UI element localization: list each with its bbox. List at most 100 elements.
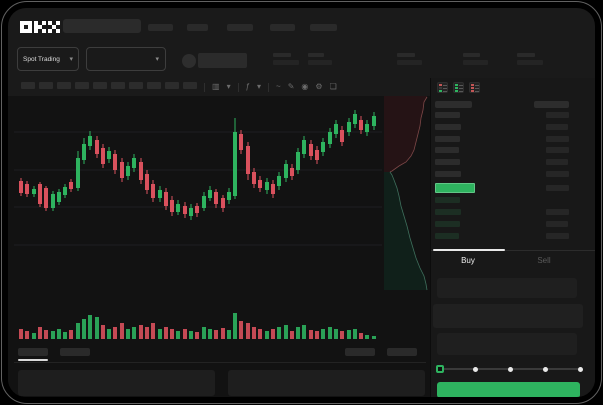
bid-row-amount[interactable] (546, 233, 569, 239)
book-mode-icons (431, 78, 595, 98)
price-field[interactable] (437, 278, 577, 298)
book-bids-icon[interactable] (453, 82, 464, 93)
icon-cell (439, 84, 442, 86)
volume-bar (145, 327, 149, 339)
volume-bar (76, 323, 80, 339)
nav-item[interactable] (227, 24, 253, 31)
nav-item[interactable] (187, 24, 208, 31)
candle-body (101, 148, 105, 164)
candle-body (258, 180, 262, 188)
pair-selector[interactable]: ▾ (86, 47, 166, 71)
ask-row-price[interactable] (435, 171, 461, 177)
line-tool-icon[interactable]: ~ (276, 82, 281, 91)
header-nav (8, 8, 595, 46)
slider-stop[interactable] (577, 366, 583, 372)
chart-bottom-tab-right[interactable] (345, 348, 375, 356)
slider-stop[interactable] (472, 366, 478, 372)
volume-bar (32, 333, 36, 339)
amount-slider[interactable] (431, 361, 595, 377)
last-price-bar[interactable] (435, 183, 475, 193)
fullscreen-icon[interactable]: ❏ (329, 82, 337, 91)
amount-field[interactable] (433, 304, 583, 328)
candle-body (32, 189, 36, 194)
slider-handle[interactable] (436, 365, 444, 373)
nav-item[interactable] (270, 24, 295, 31)
interval-button[interactable] (39, 82, 53, 89)
candle-chart[interactable] (14, 96, 382, 339)
nav-item[interactable] (310, 24, 337, 31)
volume-bar (334, 329, 338, 339)
volume-bar (126, 329, 130, 339)
ask-row-price[interactable] (435, 147, 459, 153)
icon-cell (471, 90, 474, 92)
depth-chart[interactable] (384, 96, 428, 339)
ask-row-price[interactable] (435, 112, 460, 118)
book-asks-icon[interactable] (469, 82, 480, 93)
chart-bottom-tab[interactable] (60, 348, 90, 356)
bid-row-price[interactable] (435, 209, 461, 215)
interval-button[interactable] (147, 82, 161, 89)
bid-row-price[interactable] (435, 197, 460, 203)
chevron-down-icon[interactable]: ▾ (226, 82, 231, 91)
ask-row-price[interactable] (435, 124, 461, 130)
pair-name-placeholder (198, 53, 247, 68)
chart-bottom-tab-right[interactable] (387, 348, 417, 356)
ask-row-amount[interactable] (546, 124, 568, 130)
volume-bar (151, 323, 155, 339)
total-field[interactable] (437, 333, 577, 355)
bid-row-amount[interactable] (546, 209, 569, 215)
stat-value-placeholder (397, 60, 422, 65)
nav-item[interactable] (148, 24, 173, 31)
candle-body (202, 196, 206, 208)
draw-tool-icon[interactable]: ✎ (287, 82, 295, 91)
candle-body (183, 206, 187, 214)
candle-body (57, 192, 61, 202)
candle-body (63, 187, 67, 195)
interval-button[interactable] (75, 82, 89, 89)
interval-button[interactable] (111, 82, 125, 89)
indicators-icon[interactable]: ƒ (245, 82, 251, 91)
book-all-icon[interactable] (437, 82, 448, 93)
ask-row-amount[interactable] (546, 159, 568, 165)
buy-button[interactable] (437, 382, 580, 397)
icon-dash (459, 84, 463, 86)
bid-row-price[interactable] (435, 221, 460, 227)
tab-buy[interactable]: Buy (461, 256, 475, 265)
tab-sell[interactable]: Sell (537, 256, 551, 265)
interval-button[interactable] (165, 82, 179, 89)
ask-row-amount[interactable] (546, 136, 569, 142)
ask-row-amount[interactable] (546, 171, 569, 177)
search-input[interactable] (63, 19, 141, 33)
bid-row-amount[interactable] (546, 221, 568, 227)
volume-bar (57, 329, 61, 339)
interval-button[interactable] (21, 82, 35, 89)
volume-bar (139, 325, 143, 339)
chart-settings-icon[interactable]: ⚙ (315, 82, 323, 91)
slider-stop[interactable] (507, 366, 513, 372)
slider-stop[interactable] (542, 366, 548, 372)
chart-area (8, 96, 430, 397)
ask-row-price[interactable] (435, 159, 460, 165)
bid-row-price[interactable] (435, 233, 459, 239)
asks-depth-line (389, 96, 428, 173)
chevron-down-icon[interactable]: ▾ (257, 82, 262, 91)
ask-row-price[interactable] (435, 136, 460, 142)
ask-row-amount[interactable] (546, 147, 569, 153)
candle-body (340, 130, 344, 142)
app-window: Spot Trading ▾ ▾ ▥ ▾ ƒ ▾ ~ ✎ ◉ ⚙ ❏ (8, 8, 595, 397)
last-price-amount (546, 185, 569, 191)
interval-button[interactable] (183, 82, 197, 89)
interval-button[interactable] (57, 82, 71, 89)
candle-body (170, 200, 174, 212)
market-type-selector[interactable]: Spot Trading ▾ (17, 47, 79, 71)
chart-bottom-tab-active[interactable] (18, 348, 48, 356)
chart-style-icon[interactable]: ▥ (212, 82, 220, 91)
candle-body (120, 162, 124, 178)
toolbar-divider (237, 82, 239, 92)
market-type-label: Spot Trading (23, 55, 60, 63)
interval-button[interactable] (129, 82, 143, 89)
tab-divider (431, 250, 595, 251)
interval-button[interactable] (93, 82, 107, 89)
screenshot-icon[interactable]: ◉ (301, 82, 309, 91)
ask-row-amount[interactable] (546, 112, 569, 118)
